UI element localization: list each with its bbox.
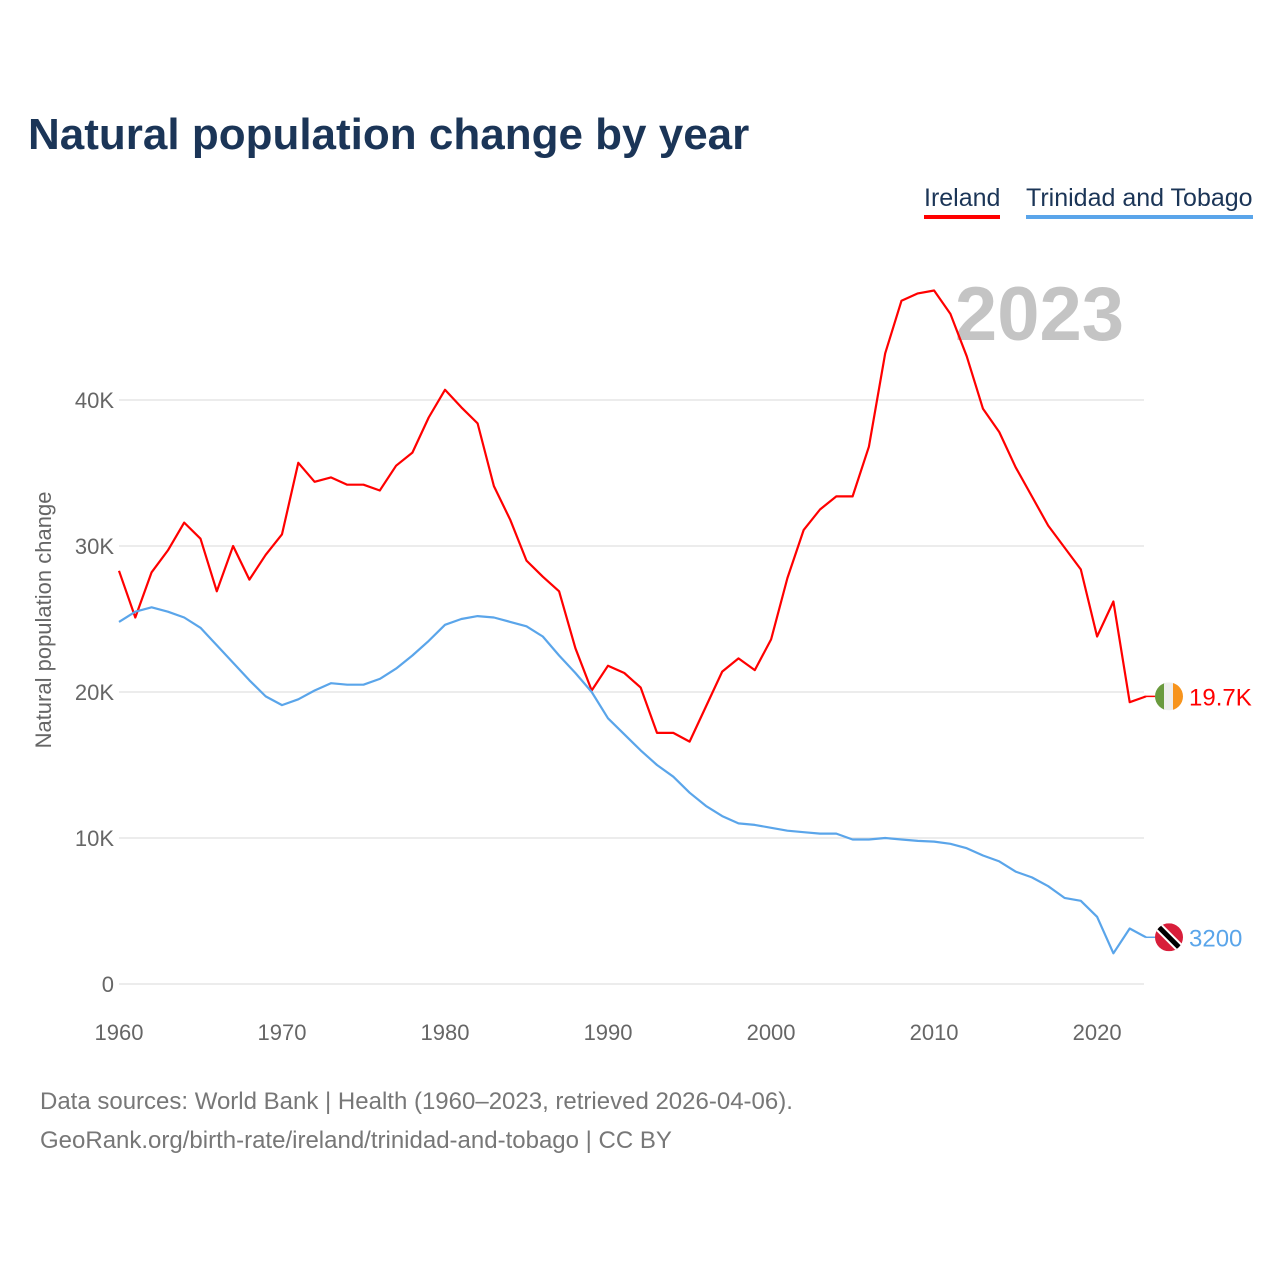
chart-title: Natural population change by year	[28, 110, 750, 159]
x-tick-label: 2020	[1073, 1020, 1122, 1045]
x-tick-label: 1960	[95, 1020, 144, 1045]
x-tick-label: 1980	[421, 1020, 470, 1045]
year-watermark: 2023	[955, 272, 1124, 357]
x-tick-label: 1990	[584, 1020, 633, 1045]
trinidad-and-tobago-flag-icon	[1155, 923, 1183, 952]
data-sources: Data sources: World Bank | Health (1960–…	[40, 1088, 793, 1115]
y-tick-label: 20K	[75, 680, 114, 705]
end-value-label: 3200	[1189, 925, 1242, 952]
series-line-trinidad-and-tobago[interactable]	[118, 606, 1147, 955]
end-value-label: 19.7K	[1189, 684, 1252, 711]
legend-ireland[interactable]: Ireland	[924, 184, 1001, 219]
y-tick-label: 40K	[75, 388, 114, 413]
x-tick-label: 1970	[258, 1020, 307, 1045]
x-tick-label: 2000	[747, 1020, 796, 1045]
ireland-flag-icon	[1155, 682, 1183, 711]
y-tick-label: 0	[102, 972, 114, 997]
x-tick-label: 2010	[910, 1020, 959, 1045]
y-tick-label: 30K	[75, 534, 114, 559]
legend-trinidad-and-tobago[interactable]: Trinidad and Tobago	[1026, 184, 1253, 219]
y-tick-label: 10K	[75, 826, 114, 851]
series-line-ireland[interactable]	[117, 289, 1147, 743]
source-url[interactable]: GeoRank.org/birth-rate/ireland/trinidad-…	[40, 1127, 672, 1154]
